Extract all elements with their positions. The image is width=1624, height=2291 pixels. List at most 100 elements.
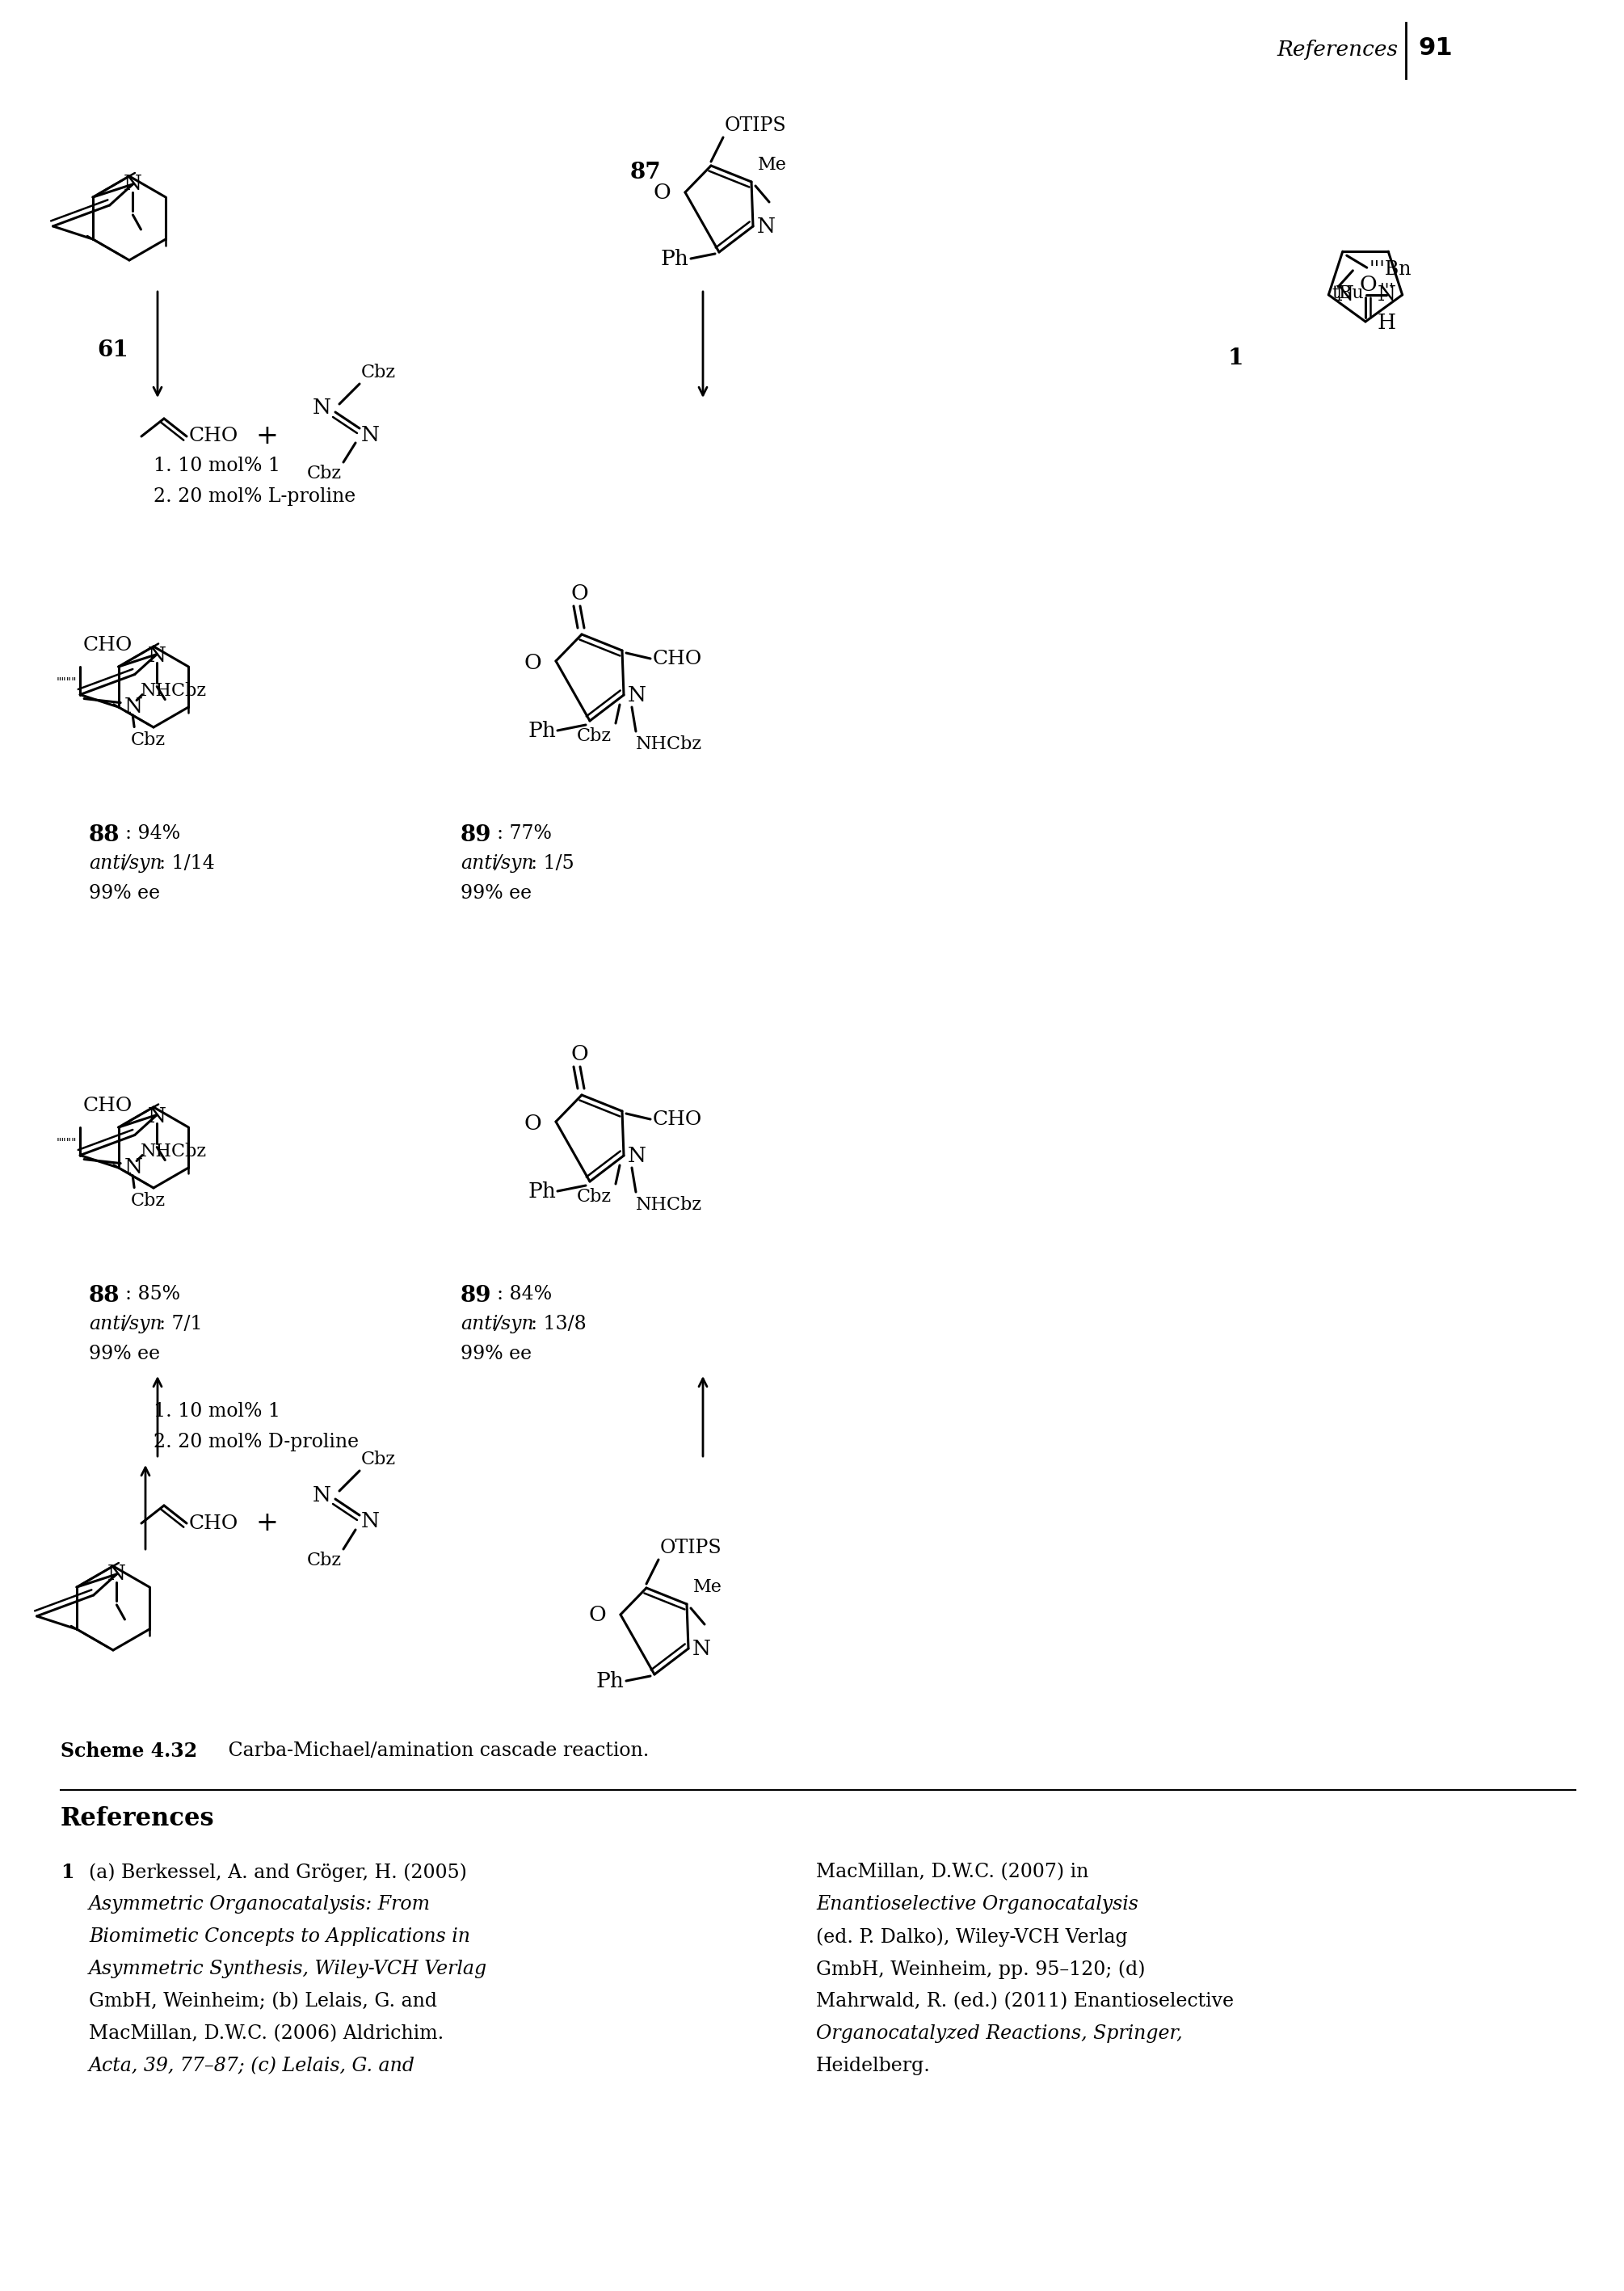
Text: 1. 10 mol% 1: 1. 10 mol% 1 (154, 1402, 281, 1420)
Text: : 13/8: : 13/8 (531, 1315, 586, 1333)
Text: Cbz: Cbz (361, 364, 396, 380)
Text: CHO: CHO (188, 1514, 239, 1533)
Text: References: References (1276, 39, 1398, 60)
Text: Me: Me (693, 1578, 723, 1597)
Text: anti: anti (461, 855, 499, 873)
Text: References: References (60, 1805, 214, 1831)
Text: O: O (1359, 275, 1377, 296)
Text: Cbz: Cbz (307, 465, 341, 483)
Text: O: O (653, 183, 671, 202)
Text: +: + (255, 1510, 278, 1537)
Text: Cbz: Cbz (361, 1450, 396, 1469)
Text: CHO: CHO (83, 1097, 132, 1116)
Text: N: N (125, 1157, 143, 1178)
Text: : 1/5: : 1/5 (531, 855, 575, 873)
Text: N: N (1335, 284, 1354, 305)
Text: 89: 89 (461, 1285, 492, 1306)
Text: OTIPS: OTIPS (724, 117, 786, 135)
Text: anti: anti (461, 1315, 499, 1333)
Text: Scheme 4.32: Scheme 4.32 (60, 1741, 197, 1762)
Text: 88: 88 (89, 1285, 120, 1306)
Text: Ph: Ph (528, 719, 555, 740)
Text: CHO: CHO (653, 648, 702, 669)
Text: (a) Berkessel, A. and Gröger, H. (2005): (a) Berkessel, A. and Gröger, H. (2005) (89, 1863, 468, 1881)
Text: Ph: Ph (596, 1670, 624, 1691)
Text: N: N (107, 1565, 127, 1585)
Text: N: N (125, 696, 143, 717)
Text: Cbz: Cbz (132, 1191, 166, 1210)
Text: Cbz: Cbz (577, 726, 612, 745)
Text: +: + (255, 424, 278, 449)
Text: 87: 87 (630, 163, 661, 183)
Text: N: N (361, 1512, 380, 1533)
Text: Enantioselective Organocatalysis: Enantioselective Organocatalysis (815, 1895, 1138, 1913)
Text: /syn: /syn (495, 1315, 534, 1333)
Text: ''': ''' (1380, 284, 1395, 298)
Text: anti: anti (89, 855, 127, 873)
Text: Biomimetic Concepts to Applications in: Biomimetic Concepts to Applications in (89, 1927, 471, 1945)
Text: N: N (123, 174, 143, 195)
Text: N: N (757, 215, 776, 236)
Text: O: O (525, 653, 541, 674)
Text: CHO: CHO (188, 426, 239, 447)
Text: NHCbz: NHCbz (637, 735, 702, 754)
Text: N: N (313, 1485, 331, 1505)
Text: H: H (1377, 312, 1397, 332)
Text: Organocatalyzed Reactions, Springer,: Organocatalyzed Reactions, Springer, (815, 2025, 1182, 2044)
Text: N: N (1377, 284, 1397, 305)
Text: N: N (692, 1638, 711, 1659)
Text: N: N (628, 685, 646, 706)
Text: Cbz: Cbz (307, 1551, 341, 1569)
Text: OTIPS: OTIPS (659, 1540, 723, 1558)
Text: 88: 88 (89, 825, 120, 845)
Text: : 94%: : 94% (125, 825, 180, 843)
Text: Ph: Ph (528, 1182, 555, 1200)
Text: N: N (313, 399, 331, 419)
Text: Asymmetric Organocatalysis: From: Asymmetric Organocatalysis: From (89, 1895, 430, 1913)
Text: Ph: Ph (661, 247, 689, 268)
Text: /syn: /syn (123, 1315, 162, 1333)
Text: 99% ee: 99% ee (461, 884, 531, 903)
Text: Acta, 39, 77–87; (c) Lelais, G. and: Acta, 39, 77–87; (c) Lelais, G. and (89, 2057, 416, 2076)
Text: 91: 91 (1418, 37, 1452, 60)
Text: N: N (148, 1107, 166, 1127)
Text: 2. 20 mol% L-proline: 2. 20 mol% L-proline (154, 488, 356, 506)
Text: 99% ee: 99% ee (89, 884, 161, 903)
Text: 2. 20 mol% D-proline: 2. 20 mol% D-proline (154, 1432, 359, 1452)
Text: NHCbz: NHCbz (141, 1143, 206, 1159)
Text: /syn: /syn (495, 855, 534, 873)
Text: N: N (361, 424, 380, 444)
Text: O: O (570, 584, 588, 603)
Text: """": """" (55, 676, 76, 687)
Text: GmbH, Weinheim, pp. 95–120; (d): GmbH, Weinheim, pp. 95–120; (d) (815, 1959, 1145, 1979)
Text: 89: 89 (461, 825, 492, 845)
Text: Me: Me (758, 156, 788, 174)
Text: Mahrwald, R. (ed.) (2011) Enantioselective: Mahrwald, R. (ed.) (2011) Enantioselecti… (815, 1991, 1234, 2011)
Text: /syn: /syn (123, 855, 162, 873)
Text: O: O (588, 1604, 606, 1624)
Text: """": """" (55, 1136, 76, 1148)
Text: 1: 1 (1228, 348, 1244, 369)
Text: 1: 1 (60, 1863, 75, 1883)
Text: Asymmetric Synthesis, Wiley-VCH Verlag: Asymmetric Synthesis, Wiley-VCH Verlag (89, 1959, 487, 1977)
Text: : 84%: : 84% (497, 1285, 552, 1304)
Text: : 1/14: : 1/14 (159, 855, 214, 873)
Text: 1. 10 mol% 1: 1. 10 mol% 1 (154, 456, 281, 474)
Text: O: O (525, 1113, 541, 1134)
Text: N: N (148, 646, 166, 667)
Text: MacMillan, D.W.C. (2006) Aldrichim.: MacMillan, D.W.C. (2006) Aldrichim. (89, 2025, 443, 2044)
Text: 99% ee: 99% ee (89, 1345, 161, 1363)
Text: CHO: CHO (83, 635, 132, 655)
Text: '''Bn: '''Bn (1369, 259, 1411, 280)
Text: CHO: CHO (653, 1109, 702, 1129)
Text: Cbz: Cbz (132, 731, 166, 749)
Text: tBu: tBu (1332, 284, 1364, 302)
Text: Cbz: Cbz (577, 1189, 612, 1205)
Text: Heidelberg.: Heidelberg. (815, 2057, 931, 2076)
Text: 61: 61 (97, 339, 128, 362)
Text: : 85%: : 85% (125, 1285, 180, 1304)
Text: O: O (570, 1045, 588, 1065)
Text: GmbH, Weinheim; (b) Lelais, G. and: GmbH, Weinheim; (b) Lelais, G. and (89, 1991, 437, 2011)
Text: Carba-Michael/amination cascade reaction.: Carba-Michael/amination cascade reaction… (209, 1741, 650, 1759)
Text: (ed. P. Dalko), Wiley-VCH Verlag: (ed. P. Dalko), Wiley-VCH Verlag (815, 1927, 1127, 1947)
